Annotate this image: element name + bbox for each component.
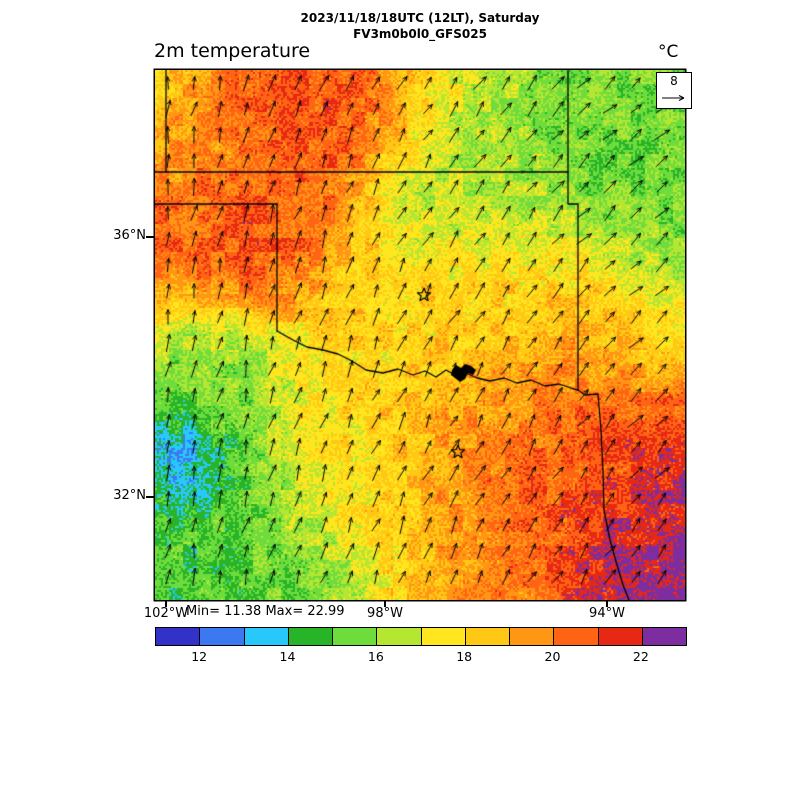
lon-axis-label: 98°W: [367, 606, 403, 621]
colorbar-tick-label: 16: [367, 649, 384, 664]
colorbar-cell: [377, 628, 422, 645]
header-datetime: 2023/11/18/18UTC (12LT), Saturday: [300, 11, 540, 25]
colorbar-cell: [200, 628, 245, 645]
colorbar-cell: [244, 628, 289, 645]
colorbar-tick-label: 20: [544, 649, 561, 664]
colorbar-cell: [333, 628, 378, 645]
colorbar-cell: [510, 628, 555, 645]
colorbar-cell: [642, 628, 686, 645]
lon-axis-label: 94°W: [589, 606, 625, 621]
minmax-label: Min= 11.38 Max= 22.99: [186, 604, 345, 619]
lon-axis-tick: [165, 600, 167, 607]
lat-axis-tick: [146, 236, 154, 238]
wind-reference-vector-box: 8: [656, 72, 692, 109]
colorbar: [155, 627, 687, 646]
colorbar-cell: [554, 628, 599, 645]
lon-axis-label: 102°W: [143, 606, 189, 621]
map-plot-area: [155, 70, 685, 600]
colorbar-cell: [288, 628, 333, 645]
wind-reference-arrow-icon: [662, 95, 685, 101]
lat-axis-label: 32°N: [113, 488, 146, 503]
header-model: FV3m0b0l0_GFS025: [353, 27, 487, 41]
figure-header: 2023/11/18/18UTC (12LT), Saturday FV3m0b…: [301, 10, 540, 42]
colorbar-tick-label: 14: [279, 649, 296, 664]
wind-reference-value: 8: [670, 74, 678, 88]
unit-label: °C: [658, 42, 679, 62]
colorbar-tick-label: 22: [632, 649, 649, 664]
colorbar-cell: [156, 628, 201, 645]
colorbar-cell: [421, 628, 466, 645]
colorbar-cell: [598, 628, 643, 645]
colorbar-cell: [465, 628, 510, 645]
colorbar-tick-label: 12: [191, 649, 208, 664]
colorbar-tick-label: 18: [456, 649, 473, 664]
map-title: 2m temperature: [154, 40, 311, 62]
lon-axis-tick: [384, 600, 386, 607]
lat-axis-tick: [146, 496, 154, 498]
lat-axis-label: 36°N: [113, 228, 146, 243]
lon-axis-tick: [606, 600, 608, 607]
temperature-field-canvas: [155, 70, 685, 600]
